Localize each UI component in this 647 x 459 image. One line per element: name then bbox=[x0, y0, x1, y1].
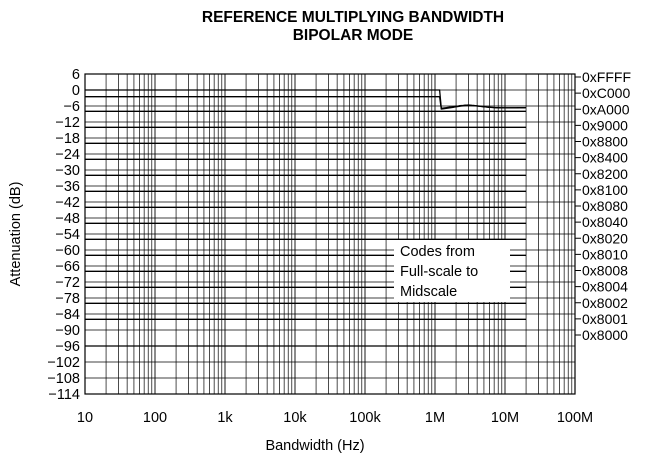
y-tick-label: −114 bbox=[48, 387, 80, 403]
code-label: 0x8400 bbox=[582, 150, 628, 166]
y-tick-label: −108 bbox=[47, 371, 80, 387]
code-label: 0xFFFF bbox=[582, 69, 631, 85]
y-tick-label: −78 bbox=[55, 291, 80, 307]
y-tick-label: −54 bbox=[55, 227, 80, 243]
annotation-line: Full-scale to bbox=[400, 264, 478, 280]
code-label: 0x8004 bbox=[582, 279, 628, 295]
y-tick-label: −84 bbox=[55, 307, 80, 323]
y-tick-label: −66 bbox=[55, 259, 80, 275]
code-label: 0x9000 bbox=[582, 117, 628, 133]
y-tick-label: 6 bbox=[72, 67, 80, 83]
chart-title-line-2: BIPOLAR MODE bbox=[293, 27, 414, 44]
y-tick-labels: 60−6−12−18−24−30−36−42−48−54−60−66−72−78… bbox=[47, 67, 80, 403]
code-label: 0x8200 bbox=[582, 166, 628, 182]
x-tick-label: 100k bbox=[349, 410, 381, 426]
chart-title-line-1: REFERENCE MULTIPLYING BANDWIDTH bbox=[202, 9, 504, 26]
y-axis-label: Attenuation (dB) bbox=[8, 182, 24, 287]
code-label: 0xA000 bbox=[582, 101, 630, 117]
series-line bbox=[85, 89, 527, 109]
x-tick-label: 100 bbox=[143, 410, 167, 426]
y-tick-label: 0 bbox=[72, 83, 80, 99]
x-tick-label: 100M bbox=[557, 410, 593, 426]
code-label: 0xC000 bbox=[582, 85, 630, 101]
code-label: 0x8000 bbox=[582, 327, 628, 343]
annotation-text: Codes from Full-scale to Midscale bbox=[400, 244, 478, 300]
code-label: 0x8040 bbox=[582, 214, 628, 230]
code-label: 0x8020 bbox=[582, 230, 628, 246]
code-label: 0x8010 bbox=[582, 246, 628, 262]
y-tick-label: −12 bbox=[55, 115, 80, 131]
code-label: 0x8100 bbox=[582, 182, 628, 198]
series-line bbox=[85, 96, 527, 110]
series-curves bbox=[85, 89, 527, 347]
plot-frame bbox=[84, 73, 576, 395]
annotation-box bbox=[394, 240, 510, 302]
code-label: 0x8001 bbox=[582, 311, 628, 327]
x-tick-label: 10M bbox=[491, 410, 519, 426]
x-axis-label: Bandwidth (Hz) bbox=[265, 438, 364, 454]
code-label: 0x8080 bbox=[582, 198, 628, 214]
y-tick-label: −60 bbox=[55, 243, 80, 259]
x-tick-label: 1M bbox=[425, 410, 445, 426]
annotation-line: Codes from bbox=[400, 244, 475, 260]
code-label: 0x8800 bbox=[582, 134, 628, 150]
y-tick-label: −42 bbox=[55, 195, 80, 211]
x-tick-label: 1k bbox=[217, 410, 233, 426]
y-tick-label: −36 bbox=[55, 179, 80, 195]
y-tick-label: −96 bbox=[55, 339, 80, 355]
x-tick-label: 10k bbox=[283, 410, 307, 426]
y-tick-label: −18 bbox=[55, 131, 80, 147]
y-tick-label: −6 bbox=[63, 99, 80, 115]
y-tick-label: −30 bbox=[55, 163, 80, 179]
y-tick-label: −24 bbox=[55, 147, 80, 163]
y-tick-label: −72 bbox=[55, 275, 80, 291]
x-tick-label: 10 bbox=[77, 410, 93, 426]
annotation-line: Midscale bbox=[400, 284, 457, 300]
x-tick-labels: 10 100 1k 10k 100k 1M 10M 100M bbox=[77, 410, 593, 426]
code-label: 0x8008 bbox=[582, 263, 628, 279]
code-label: 0x8002 bbox=[582, 295, 628, 311]
y-tick-label: −90 bbox=[55, 323, 80, 339]
y-tick-label: −102 bbox=[47, 355, 80, 371]
series-code-labels: 0xFFFF0xC0000xA0000x90000x88000x84000x82… bbox=[575, 69, 631, 343]
y-tick-label: −48 bbox=[55, 211, 80, 227]
